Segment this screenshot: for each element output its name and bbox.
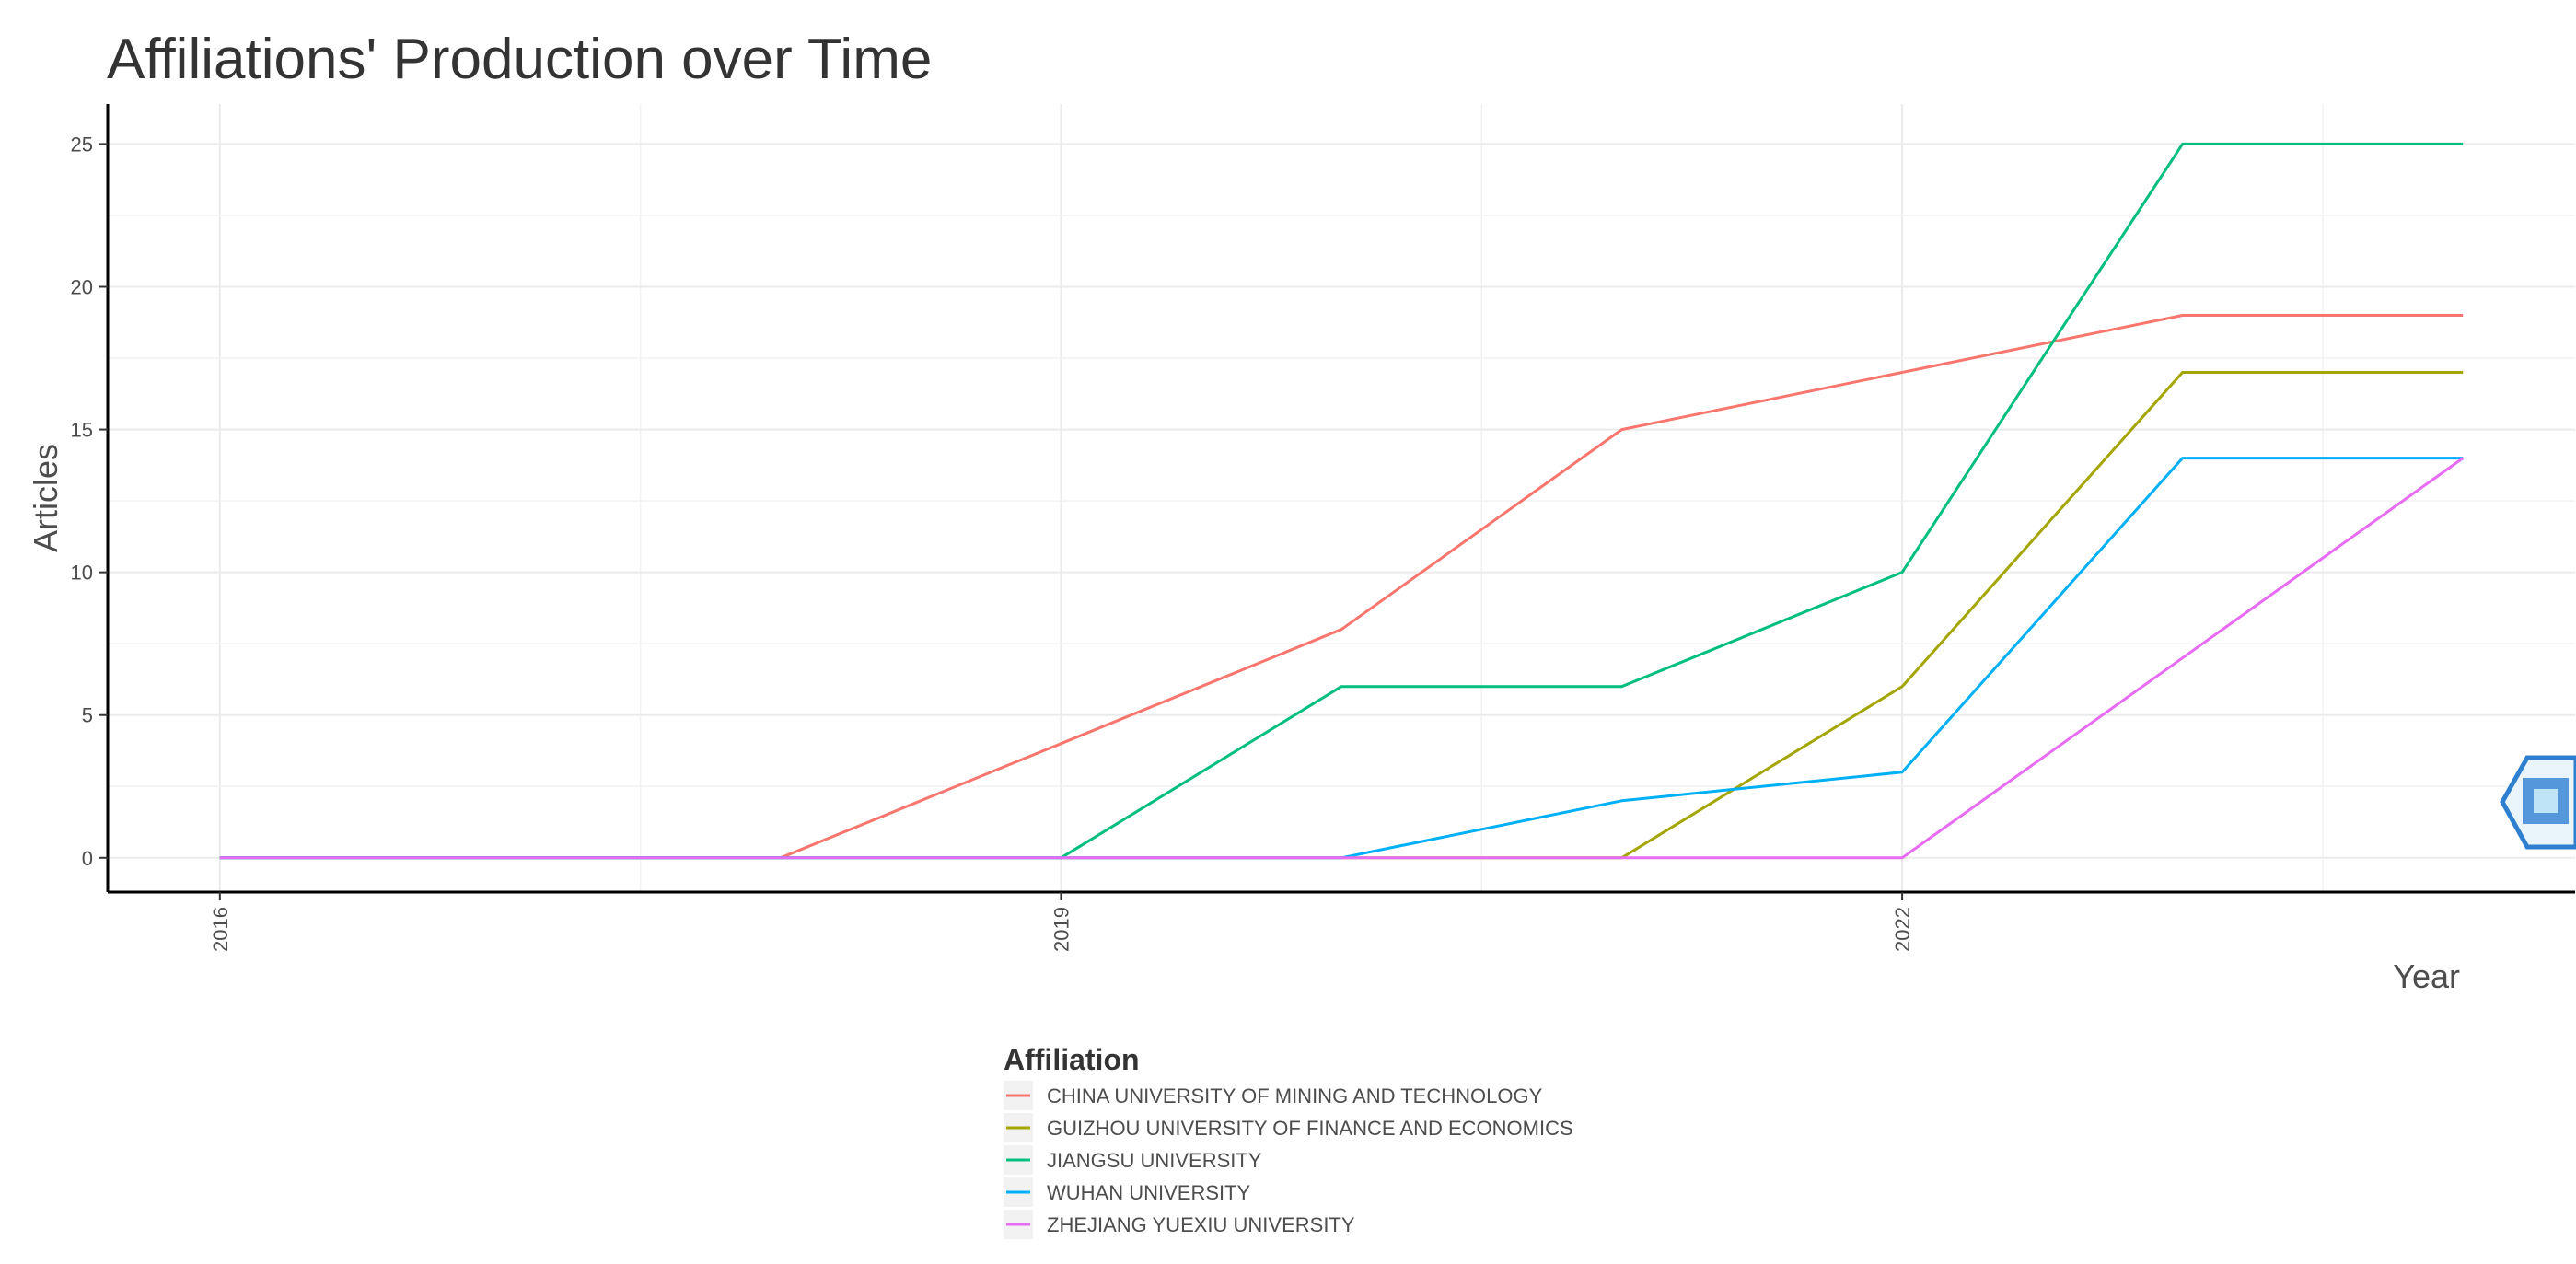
plot-panel (108, 104, 2575, 892)
legend-item: JIANGSU UNIVERSITY (1004, 1145, 1262, 1175)
x-tick-label: 2022 (1891, 907, 1914, 952)
y-tick-label: 10 (71, 562, 93, 585)
y-tick-label: 25 (71, 133, 93, 156)
chart-title: Affiliations' Production over Time (107, 28, 932, 91)
legend-label: GUIZHOU UNIVERSITY OF FINANCE AND ECONOM… (1047, 1117, 1573, 1140)
legend-label: CHINA UNIVERSITY OF MINING AND TECHNOLOG… (1047, 1084, 1543, 1107)
y-ticks: 0 5 10 15 20 25 (71, 133, 108, 870)
legend-item: WUHAN UNIVERSITY (1004, 1177, 1251, 1207)
x-axis-title: Year (2393, 957, 2460, 995)
watermark-badge-icon (2500, 755, 2576, 850)
series-line-5 (219, 457, 2465, 860)
legend-label: JIANGSU UNIVERSITY (1047, 1149, 1262, 1172)
legend-label: WUHAN UNIVERSITY (1047, 1181, 1251, 1204)
y-axis-title: Articles (27, 444, 64, 552)
grid (108, 104, 2575, 892)
x-tick-label: 2019 (1050, 907, 1073, 952)
legend-item: GUIZHOU UNIVERSITY OF FINANCE AND ECONOM… (1004, 1113, 1573, 1142)
legend-items: CHINA UNIVERSITY OF MINING AND TECHNOLOG… (1004, 1081, 1573, 1239)
x-ticks: 2016 2019 2022 (209, 892, 1914, 952)
legend: Affiliation CHINA UNIVERSITY OF MINING A… (1004, 1043, 1573, 1239)
y-tick-label: 5 (82, 704, 93, 727)
legend-title: Affiliation (1004, 1043, 1140, 1076)
legend-item: ZHEJIANG YUEXIU UNIVERSITY (1004, 1210, 1355, 1239)
y-tick-label: 20 (71, 275, 93, 298)
x-tick-label: 2016 (209, 907, 232, 952)
legend-label: ZHEJIANG YUEXIU UNIVERSITY (1047, 1213, 1355, 1236)
series-lines (219, 142, 2465, 860)
y-tick-label: 0 (82, 847, 93, 870)
legend-item: CHINA UNIVERSITY OF MINING AND TECHNOLOG… (1004, 1081, 1543, 1110)
y-tick-label: 15 (71, 419, 93, 442)
